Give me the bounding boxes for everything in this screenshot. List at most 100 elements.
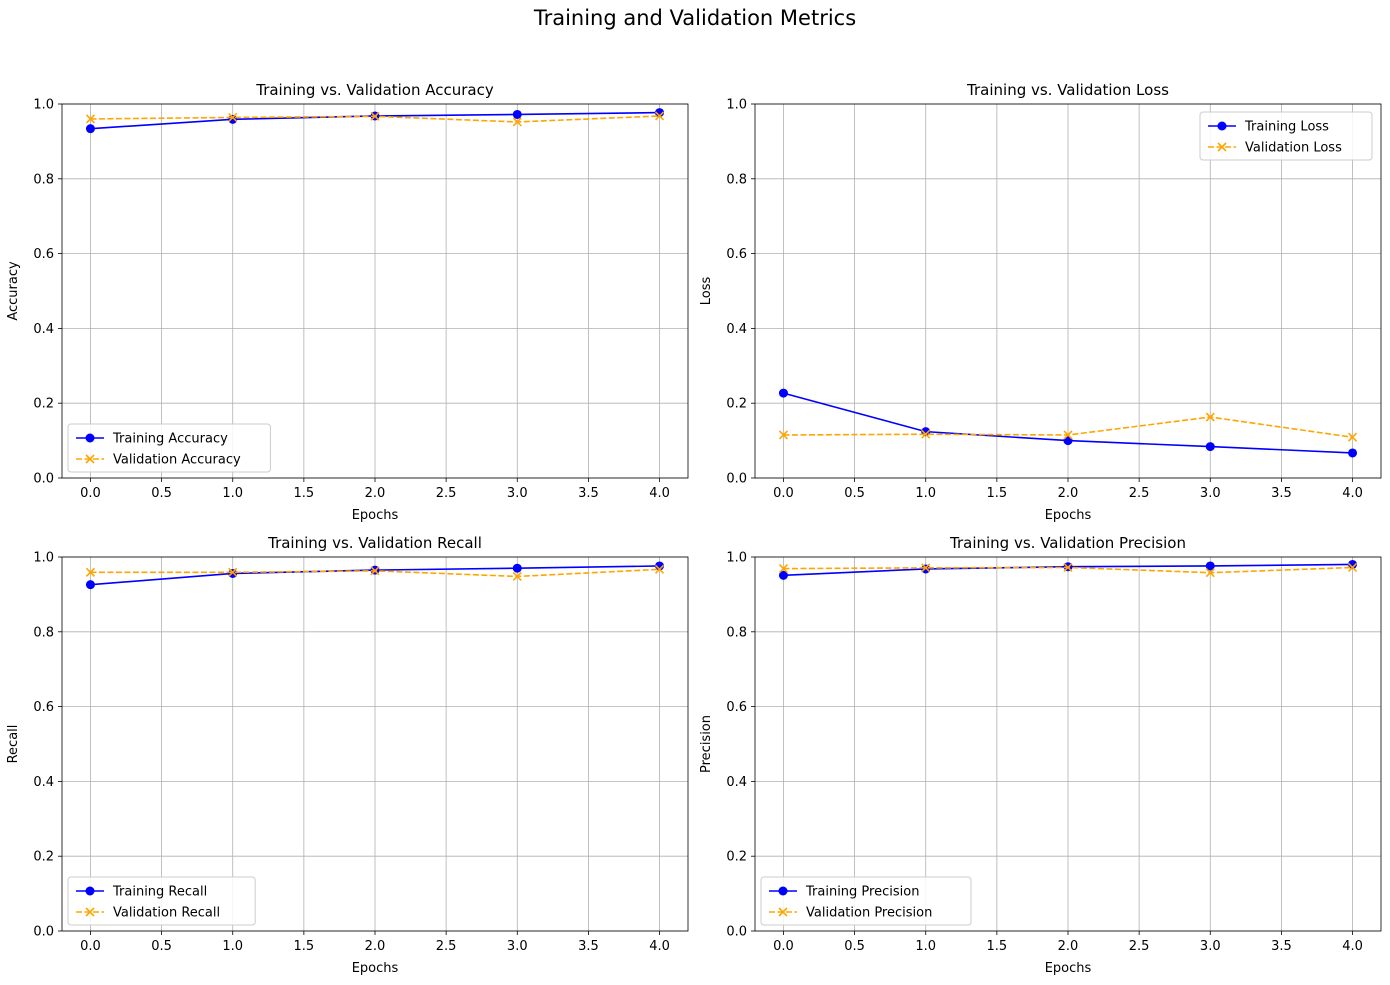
legend-box xyxy=(67,876,256,926)
x-tick-label: 2.0 xyxy=(1058,486,1079,501)
data-point xyxy=(512,109,522,119)
data-point xyxy=(1348,448,1358,458)
y-tick-label: 0.8 xyxy=(726,625,747,640)
x-tick-label: 4.0 xyxy=(649,486,670,501)
legend-marker xyxy=(85,454,95,464)
data-point xyxy=(370,111,380,121)
data-point xyxy=(370,566,380,576)
y-tick-label: 0.0 xyxy=(33,925,54,940)
data-point xyxy=(778,388,788,398)
data-point xyxy=(1063,430,1073,440)
x-tick-label: 0.5 xyxy=(151,486,172,501)
x-tick-label: 1.5 xyxy=(987,486,1008,501)
x-tick-label: 0.5 xyxy=(151,939,172,954)
y-tick-label: 0.8 xyxy=(726,172,747,187)
legend-marker xyxy=(778,886,788,896)
data-point xyxy=(1205,561,1215,571)
x-tick-label: 1.5 xyxy=(294,486,315,501)
legend-label: Validation Loss xyxy=(1245,141,1342,156)
data-point xyxy=(778,570,788,580)
data-point xyxy=(85,124,95,134)
chart-title: Training vs. Validation Accuracy xyxy=(255,81,494,99)
y-tick-label: 0.6 xyxy=(33,247,54,262)
x-tick-label: 1.0 xyxy=(222,939,243,954)
legend-label: Training Precision xyxy=(805,885,919,900)
y-tick-label: 0.8 xyxy=(33,172,54,187)
x-tick-label: 1.5 xyxy=(987,939,1008,954)
y-tick-label: 0.8 xyxy=(33,625,54,640)
x-axis-label: Epochs xyxy=(1045,961,1092,976)
x-tick-label: 0.5 xyxy=(844,939,865,954)
y-tick-label: 0.2 xyxy=(726,850,747,865)
y-tick-label: 0.4 xyxy=(33,322,54,337)
x-tick-label: 3.5 xyxy=(1271,939,1292,954)
legend-marker xyxy=(85,886,95,896)
x-tick-label: 2.5 xyxy=(1129,486,1150,501)
y-tick-label: 1.0 xyxy=(33,98,54,113)
x-axis-label: Epochs xyxy=(1045,508,1092,523)
legend-marker xyxy=(85,907,95,917)
data-point xyxy=(1347,432,1358,442)
x-tick-label: 3.5 xyxy=(578,939,599,954)
data-point xyxy=(778,564,789,574)
data-point xyxy=(921,563,931,573)
chart-title: Training vs. Validation Precision xyxy=(949,534,1186,552)
data-point xyxy=(512,563,522,573)
x-tick-label: 3.5 xyxy=(578,486,599,501)
y-tick-label: 1.0 xyxy=(726,551,747,566)
x-tick-label: 2.5 xyxy=(436,486,457,501)
data-point xyxy=(85,114,96,124)
plot-frame xyxy=(754,556,1382,932)
x-tick-label: 3.5 xyxy=(1271,486,1292,501)
legend-label: Validation Accuracy xyxy=(113,453,241,468)
data-point xyxy=(512,571,522,582)
y-tick-label: 0.0 xyxy=(33,472,54,487)
y-axis-label: Accuracy xyxy=(6,261,21,321)
y-tick-label: 0.2 xyxy=(33,397,54,412)
y-tick-label: 0.6 xyxy=(33,700,54,715)
x-tick-label: 1.5 xyxy=(294,939,315,954)
y-tick-label: 0.0 xyxy=(726,472,747,487)
x-tick-label: 0.0 xyxy=(80,486,101,501)
legend-label: Validation Precision xyxy=(806,906,932,921)
panel-loss: 0.0 0.5 1.0 1.5 2.0 2.5 3.0 3.5 4.0 0.0 0.2 0.4 0.6 0… xyxy=(699,81,1382,523)
legend-label: Training Accuracy xyxy=(112,432,228,447)
y-tick-label: 1.0 xyxy=(33,551,54,566)
legend-marker xyxy=(85,433,95,443)
y-tick-label: 0.6 xyxy=(726,700,747,715)
chart-title: Training vs. Validation Recall xyxy=(267,534,482,552)
legend-label: Training Recall xyxy=(112,885,207,900)
plot-frame xyxy=(61,556,689,932)
y-tick-label: 1.0 xyxy=(726,98,747,113)
legend-marker xyxy=(1217,121,1227,131)
data-point xyxy=(1205,442,1215,452)
plot-frame xyxy=(754,103,1382,479)
figure-title: Training and Validation Metrics xyxy=(533,6,857,30)
data-point xyxy=(654,564,665,574)
x-tick-label: 2.0 xyxy=(1058,939,1079,954)
data-point xyxy=(1347,562,1358,573)
x-tick-label: 2.0 xyxy=(365,939,386,954)
plot-frame xyxy=(61,103,689,479)
y-tick-label: 0.2 xyxy=(726,397,747,412)
data-point xyxy=(1063,562,1073,573)
y-tick-label: 0.6 xyxy=(726,247,747,262)
x-tick-label: 1.0 xyxy=(915,486,936,501)
data-point xyxy=(655,108,665,118)
y-tick-label: 0.4 xyxy=(726,322,747,337)
data-point xyxy=(1205,412,1215,422)
x-tick-label: 4.0 xyxy=(1342,486,1363,501)
x-tick-label: 4.0 xyxy=(649,939,670,954)
y-tick-label: 0.0 xyxy=(726,925,747,940)
data-point xyxy=(228,567,238,577)
data-point xyxy=(1205,568,1215,578)
y-axis-label: Precision xyxy=(699,715,714,773)
legend-marker xyxy=(1217,142,1227,152)
y-tick-label: 0.4 xyxy=(33,775,54,790)
panel-accuracy: 0.0 0.5 1.0 1.5 2.0 2.5 3.0 3.5 4.0 0.0 0.2 0.4 0.6 0… xyxy=(6,81,689,523)
legend-box xyxy=(67,423,271,473)
data-point xyxy=(228,114,238,124)
chart-title: Training vs. Validation Loss xyxy=(966,81,1169,99)
data-point xyxy=(655,561,665,571)
